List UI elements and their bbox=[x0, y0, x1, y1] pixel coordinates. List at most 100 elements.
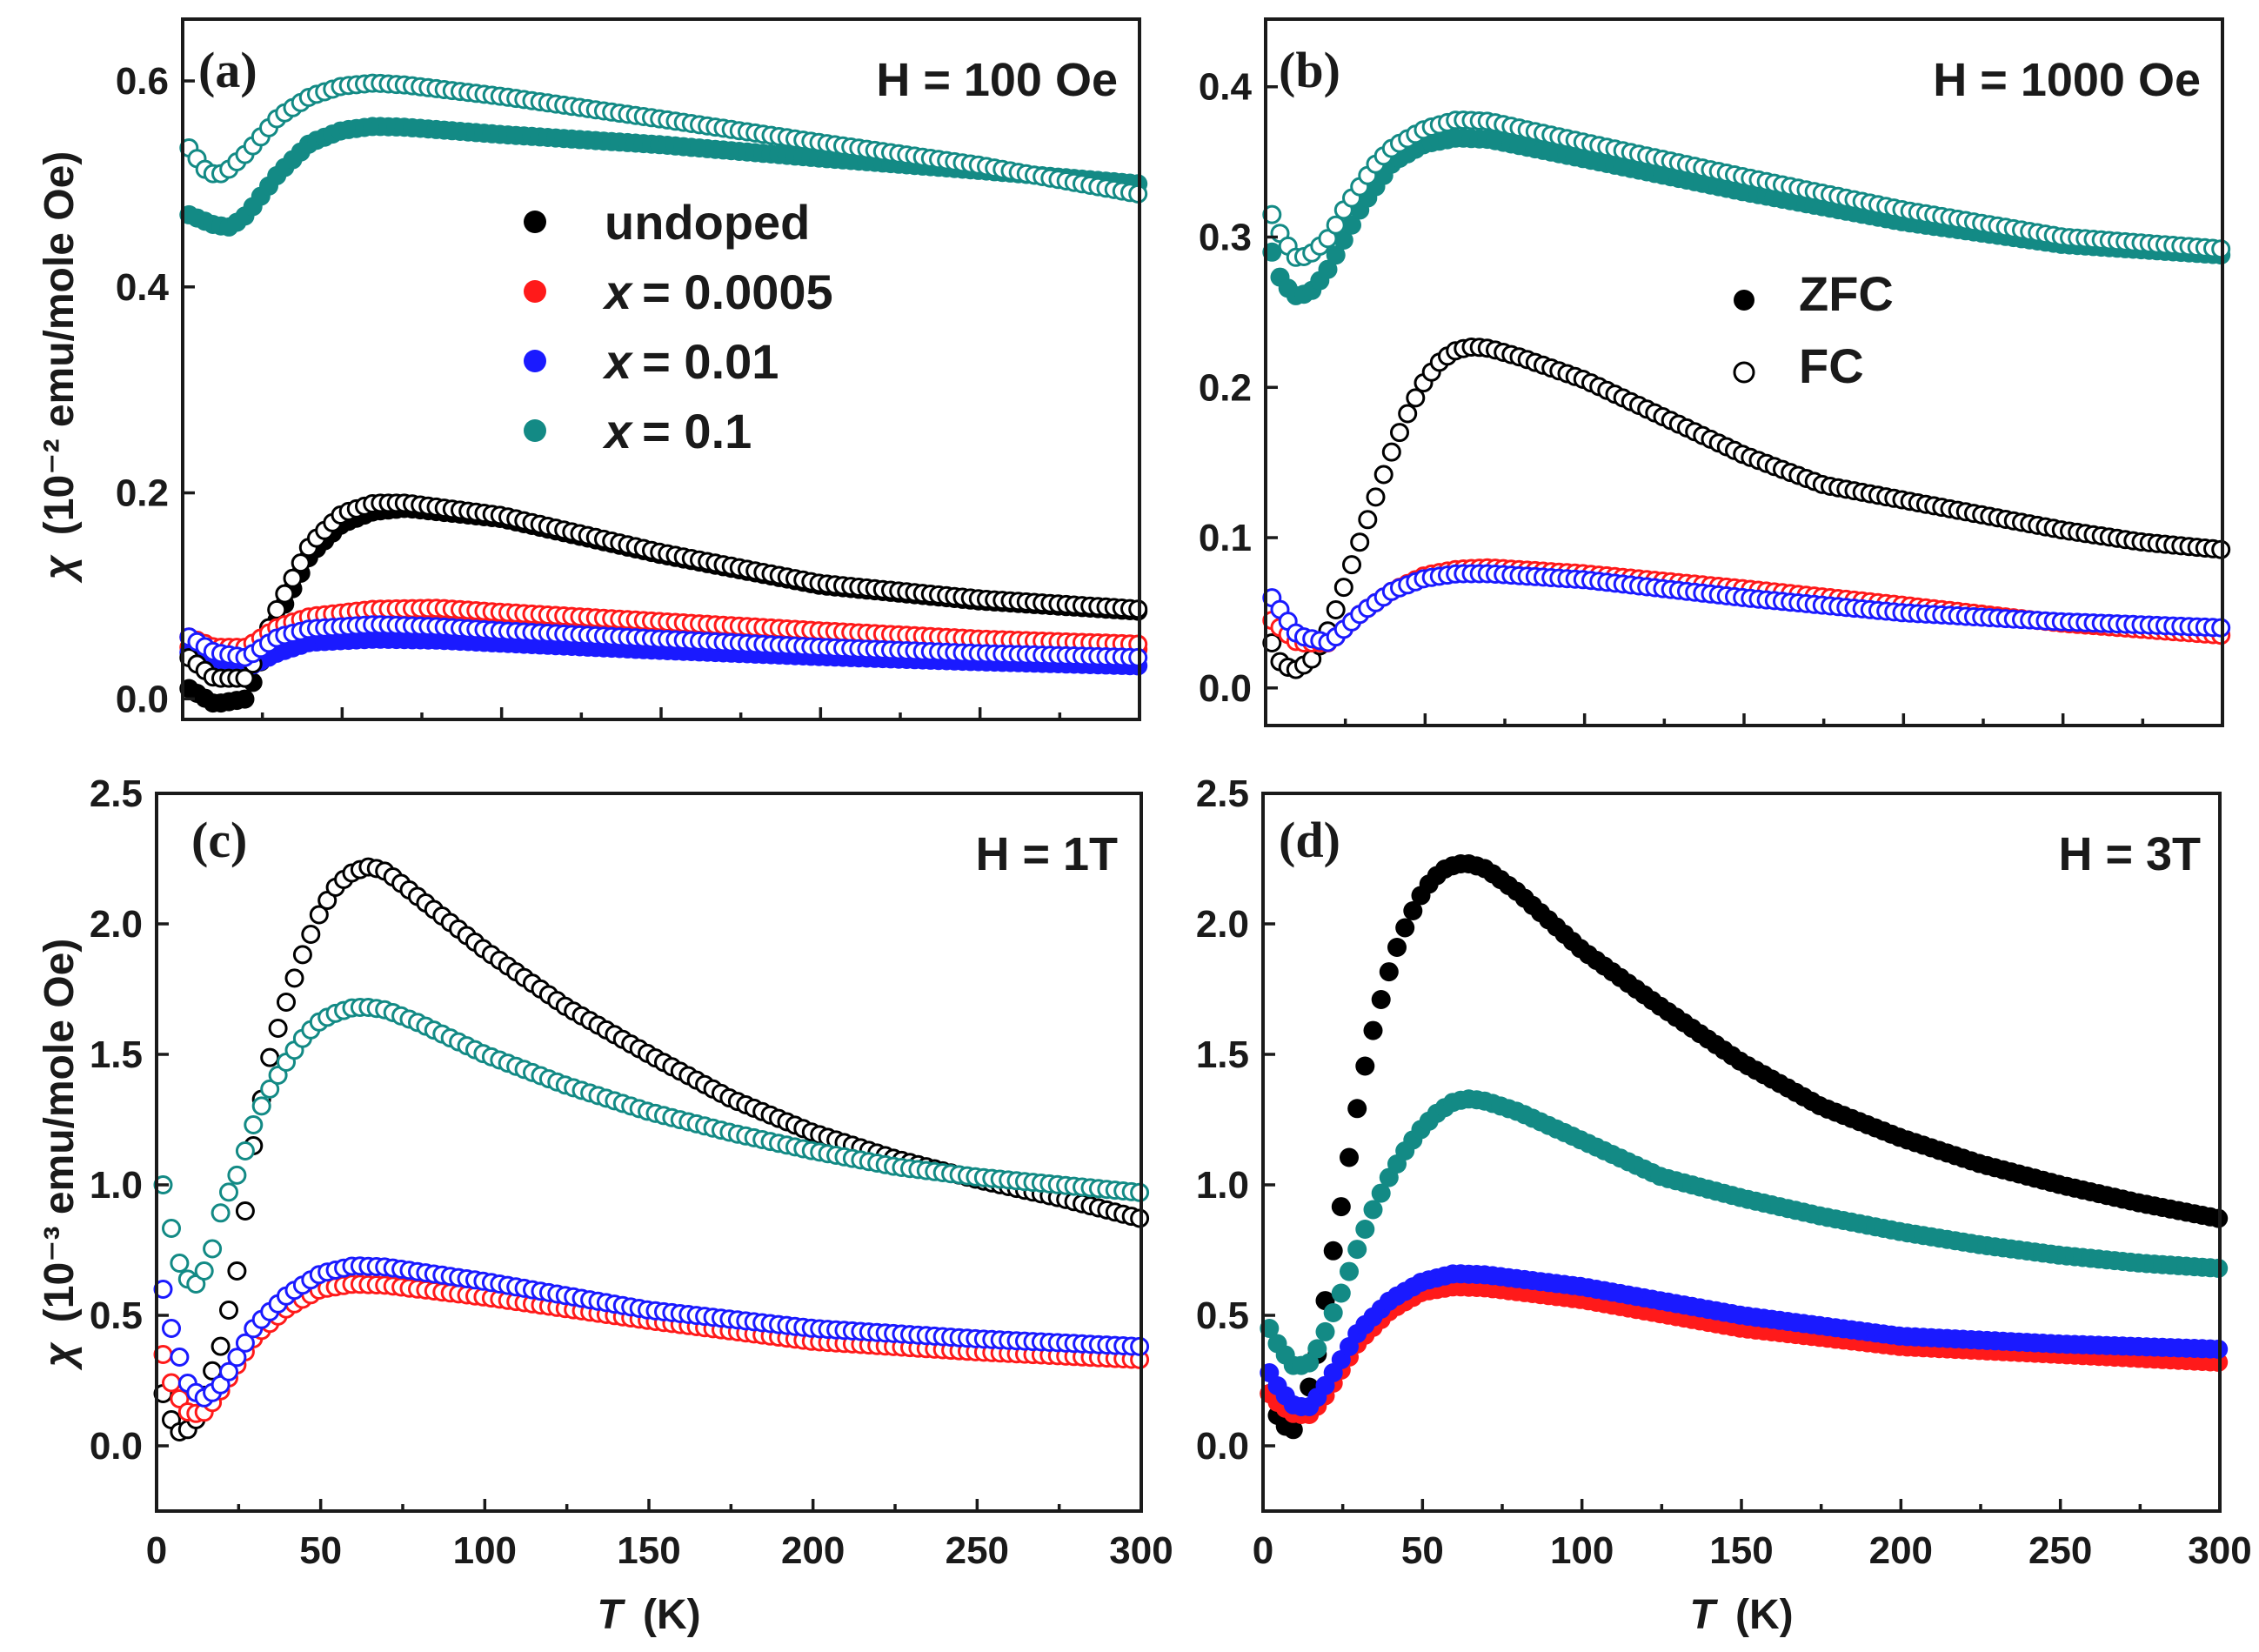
series-x-0.1-fc bbox=[1262, 110, 2231, 267]
y-axis-title-top-symbol: χ bbox=[37, 554, 83, 584]
panel-d-xticks: 0 50 100 150 200 250 300 bbox=[1253, 1499, 2252, 1572]
ytick-label: 0.0 bbox=[1196, 1425, 1249, 1468]
panel-c: 0.0 0.5 1.0 1.5 2.0 2.5 0 50 100 150 200 250 300 (c… bbox=[90, 772, 1173, 1572]
data-point bbox=[1323, 1303, 1343, 1322]
legend-marker-fc bbox=[1733, 361, 1755, 384]
data-point bbox=[1300, 1353, 1320, 1373]
data-point bbox=[260, 1079, 280, 1099]
legend-label-zfc: ZFC bbox=[1799, 266, 1894, 321]
data-point bbox=[291, 553, 311, 573]
data-point bbox=[219, 1301, 238, 1320]
data-point bbox=[244, 1115, 264, 1134]
panel-c-frame bbox=[155, 792, 1143, 1513]
xtick-label: 200 bbox=[781, 1529, 845, 1572]
data-point bbox=[1355, 1056, 1375, 1076]
data-point bbox=[1342, 215, 1361, 235]
legend-marker-x-0.0005 bbox=[524, 280, 546, 303]
data-point bbox=[283, 568, 303, 588]
data-point bbox=[1331, 1197, 1351, 1217]
xtick-label: 100 bbox=[453, 1529, 517, 1572]
y-axis-title-bottom: χ (10⁻³ emu/mole Oe) bbox=[37, 939, 83, 1372]
x-axis-title-right-symbol: T bbox=[1689, 1592, 1718, 1638]
panel-d-field-label: H = 3T bbox=[2058, 828, 2201, 880]
data-point bbox=[170, 1348, 190, 1367]
data-point bbox=[1326, 245, 1346, 265]
data-point bbox=[1262, 633, 1282, 652]
legend-item-x-0.0005: x = 0.0005 bbox=[524, 264, 833, 319]
y-axis-title-bottom-unit: (10⁻³ emu/mole Oe) bbox=[37, 939, 83, 1322]
panel-b-yticks: 0.0 0.1 0.2 0.3 0.4 bbox=[1199, 66, 1278, 710]
data-point bbox=[275, 584, 295, 604]
panel-b: 0.0 0.1 0.2 0.3 0.4 (b) H = 1000 Oe bbox=[1199, 17, 2231, 727]
series-x-0.1-zfc bbox=[1262, 128, 2231, 305]
legend-value-x-0.0005: = 0.0005 bbox=[642, 264, 833, 319]
data-point bbox=[170, 1254, 190, 1273]
data-point bbox=[162, 1373, 181, 1393]
panel-d: 0.0 0.5 1.0 1.5 2.0 2.5 0 50 100 150 200 250 300 (d… bbox=[1196, 772, 2252, 1572]
panel-c-marks bbox=[153, 857, 1150, 1441]
series-x-0.1-zfc bbox=[179, 117, 1148, 237]
data-point bbox=[1307, 1339, 1327, 1359]
data-point bbox=[1406, 388, 1426, 408]
panel-c-field-label: H = 1T bbox=[975, 828, 1118, 880]
data-point bbox=[194, 1261, 214, 1281]
panel-d-label: (d) bbox=[1279, 812, 1340, 868]
data-point bbox=[1358, 510, 1378, 530]
legend-marker-x-0.1 bbox=[524, 419, 546, 442]
data-point bbox=[162, 1219, 181, 1238]
y-axis-title-top: χ (10⁻² emu/mole Oe) bbox=[37, 151, 83, 585]
x-axis-title-left-symbol: T bbox=[597, 1592, 625, 1638]
data-point bbox=[1363, 1020, 1383, 1040]
data-point bbox=[1363, 1200, 1383, 1220]
panel-a: 0.0 0.2 0.4 0.6 (a) H = 100 Oe bbox=[116, 17, 1148, 721]
sample-legend: undoped x = 0.0005 x = 0.01 x = 0.1 bbox=[524, 195, 833, 458]
xtick-label: 50 bbox=[1401, 1529, 1444, 1572]
data-point bbox=[251, 1096, 271, 1116]
xtick-label: 250 bbox=[2028, 1529, 2092, 1572]
series-x-0.1-fc bbox=[179, 73, 1148, 204]
data-point bbox=[292, 945, 312, 965]
data-point bbox=[1318, 259, 1338, 279]
panel-b-field-label: H = 1000 Oe bbox=[1933, 54, 2201, 106]
data-point bbox=[260, 1047, 280, 1067]
x-axis-title-right-unit: (K) bbox=[1735, 1592, 1794, 1638]
panel-a-xticks bbox=[181, 707, 1141, 719]
ytick-label: 1.0 bbox=[90, 1164, 143, 1207]
x-axis-title-left: T (K) bbox=[597, 1592, 700, 1638]
ytick-label: 0.5 bbox=[90, 1294, 143, 1337]
legend-label-fc: FC bbox=[1799, 338, 1864, 393]
data-point bbox=[162, 1319, 181, 1338]
data-point bbox=[1333, 578, 1353, 598]
data-point bbox=[1315, 1321, 1335, 1341]
data-point bbox=[1340, 1147, 1359, 1167]
legend-item-x-0.01: x = 0.01 bbox=[524, 334, 779, 389]
ytick-label: 0.2 bbox=[116, 472, 169, 515]
ytick-label: 1.5 bbox=[1196, 1033, 1249, 1076]
data-point bbox=[235, 689, 255, 709]
panel-c-xticks: 0 50 100 150 200 250 300 bbox=[146, 1499, 1173, 1572]
legend-item-zfc: ZFC bbox=[1734, 266, 1894, 321]
ytick-label: 0.4 bbox=[1199, 66, 1253, 109]
data-point bbox=[1262, 204, 1282, 224]
legend-var-x-0.1: x bbox=[602, 404, 634, 458]
ytick-label: 2.5 bbox=[1196, 772, 1249, 815]
mode-legend: ZFC FC bbox=[1733, 266, 1894, 393]
data-point bbox=[1333, 231, 1353, 250]
data-point bbox=[268, 1019, 288, 1038]
legend-label-undoped: undoped bbox=[605, 195, 810, 250]
data-point bbox=[203, 1239, 223, 1259]
data-point bbox=[1371, 990, 1391, 1009]
data-point bbox=[235, 1201, 255, 1221]
data-point bbox=[1366, 487, 1386, 507]
legend-var-x-0.01: x bbox=[602, 334, 634, 389]
legend-value-x-0.01: = 0.01 bbox=[642, 334, 779, 389]
legend-item-x-0.1: x = 0.1 bbox=[524, 404, 752, 458]
y-axis-title-bottom-symbol: χ bbox=[37, 1341, 83, 1371]
series-x-0.01-fc bbox=[1262, 564, 2231, 652]
panel-a-label: (a) bbox=[198, 42, 257, 98]
legend-label-x-0.0005: x = 0.0005 bbox=[602, 264, 833, 319]
ytick-label: 2.0 bbox=[90, 903, 143, 946]
panel-d-yticks: 0.0 0.5 1.0 1.5 2.0 2.5 bbox=[1196, 772, 1275, 1468]
data-point bbox=[301, 925, 321, 944]
data-point bbox=[1390, 423, 1409, 443]
